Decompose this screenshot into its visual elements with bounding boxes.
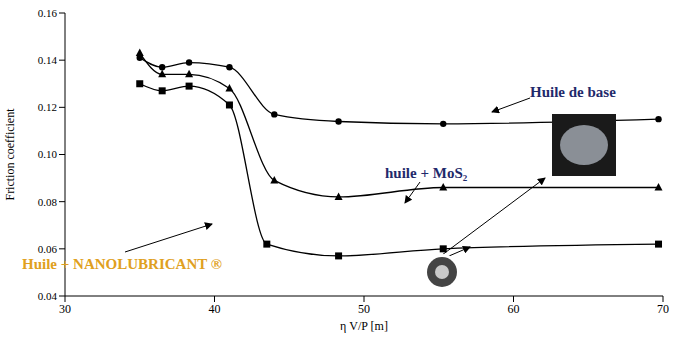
svg-text:Friction coefficient: Friction coefficient <box>3 108 17 201</box>
html-text:Huile + NANOLUBRICANT ®: Huile + NANOLUBRICANT ® <box>22 256 222 272</box>
svg-text:0.06: 0.06 <box>38 243 58 255</box>
svg-text:0.04: 0.04 <box>38 290 58 302</box>
svg-text:0.12: 0.12 <box>38 101 57 113</box>
svg-text:70: 70 <box>657 302 669 316</box>
svg-text:0.08: 0.08 <box>38 196 58 208</box>
svg-text:0.16: 0.16 <box>38 7 58 19</box>
svg-text:40: 40 <box>209 302 221 316</box>
html-text:huile + MoS₂: huile + MoS₂ <box>385 165 468 181</box>
svg-text:60: 60 <box>508 302 520 316</box>
html-text:Huile de base: Huile de base <box>530 84 616 100</box>
svg-text:50: 50 <box>358 302 370 316</box>
svg-text:0.10: 0.10 <box>38 148 58 160</box>
svg-text:η V/P [m]: η V/P [m] <box>340 319 388 333</box>
svg-text:0.14: 0.14 <box>38 54 58 66</box>
svg-text:30: 30 <box>59 302 71 316</box>
